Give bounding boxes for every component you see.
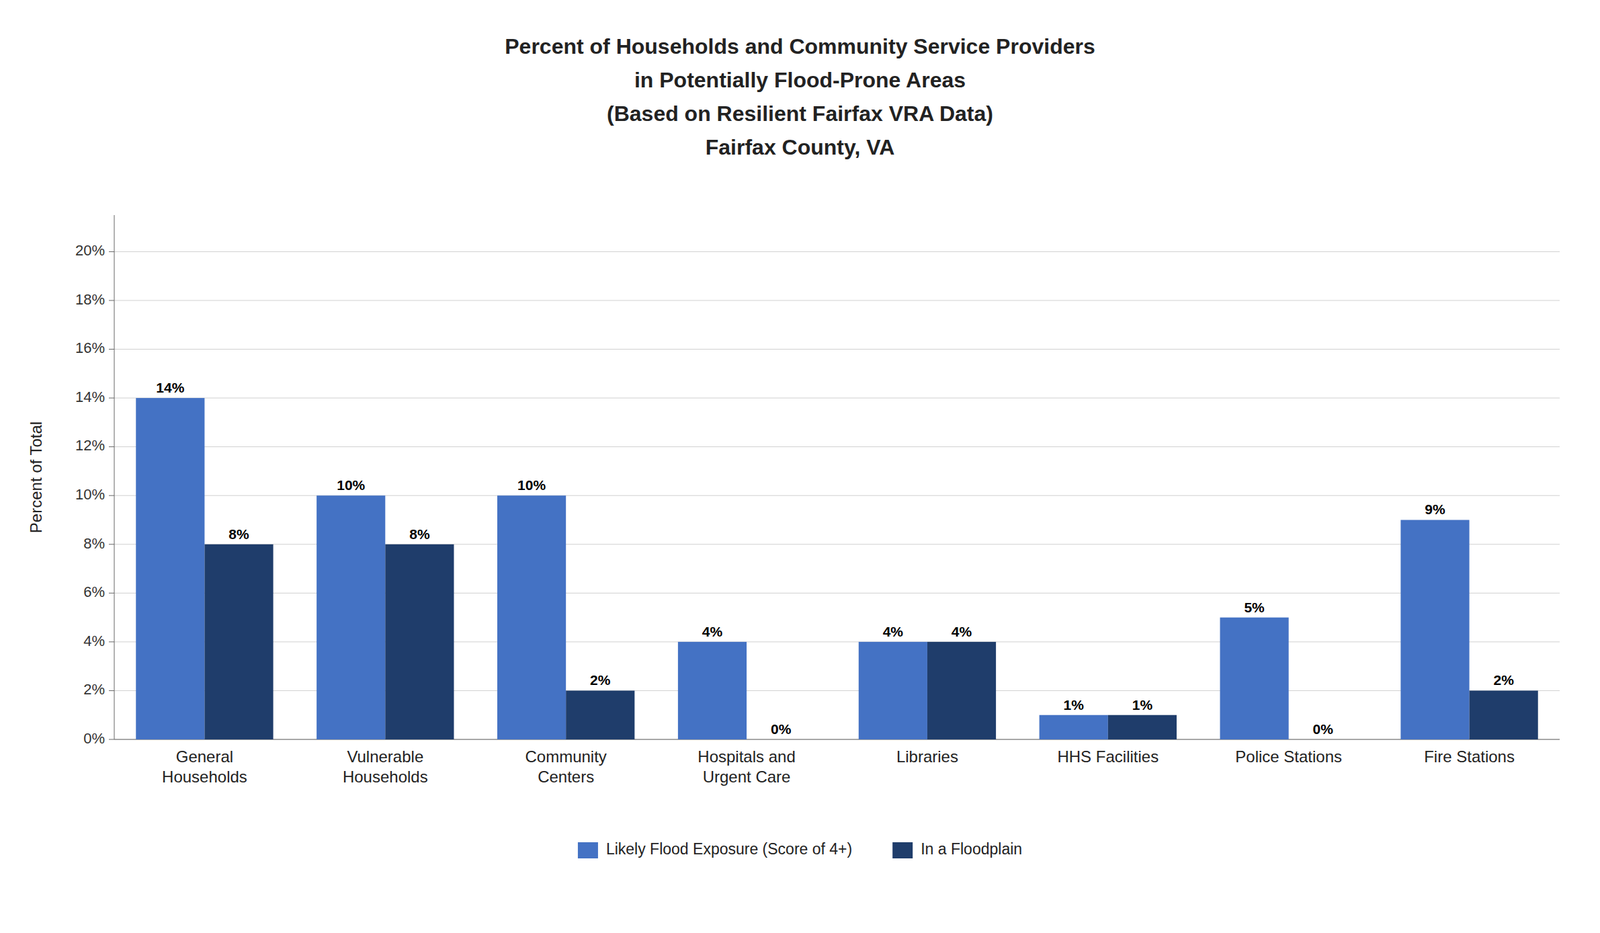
- bar: [678, 641, 747, 740]
- y-axis-line: [114, 215, 115, 740]
- y-tick-label: 0%: [83, 729, 105, 747]
- title-line: in Potentially Flood-Prone Areas: [634, 67, 966, 93]
- y-tick: [108, 592, 115, 594]
- data-label: 1%: [1132, 696, 1154, 713]
- data-label: 4%: [951, 623, 973, 640]
- y-tick-label: 20%: [75, 241, 105, 259]
- data-label: 0%: [770, 721, 792, 737]
- grid: [114, 251, 1560, 740]
- x-tick-label-line: Households: [342, 767, 429, 786]
- legend: Likely Flood Exposure (Score of 4+) In a …: [577, 839, 1023, 859]
- y-axis-label: Percent of Total: [26, 421, 46, 533]
- bar: [1288, 739, 1358, 740]
- x-tick-label-line: Police Stations: [1235, 747, 1342, 766]
- x-tick-label: Fire Stations: [1423, 747, 1515, 766]
- data-label: 5%: [1243, 599, 1265, 615]
- x-tick-label-line: Households: [161, 767, 248, 786]
- y-tick-label: 8%: [83, 534, 105, 552]
- x-tick-label-line: Vulnerable: [346, 747, 424, 766]
- bar: [1469, 690, 1539, 740]
- x-tick-label-line: Urgent Care: [702, 767, 791, 786]
- data-label: 0%: [1313, 721, 1334, 737]
- data-label: 14%: [155, 379, 185, 396]
- bar: [204, 544, 273, 740]
- y-tick-label: 14%: [75, 388, 105, 406]
- y-tick: [108, 397, 115, 399]
- y-tick: [108, 543, 115, 545]
- y-tick-label: 10%: [75, 485, 105, 503]
- x-axis: GeneralHouseholdsVulnerableHouseholdsCom…: [161, 747, 1515, 786]
- title-line: Percent of Households and Community Serv…: [504, 34, 1095, 59]
- grid-line: [114, 299, 1560, 301]
- bar: [316, 495, 386, 740]
- y-tick-label: 16%: [75, 339, 105, 357]
- x-tick-label: GeneralHouseholds: [161, 747, 248, 786]
- grid-line: [114, 446, 1560, 447]
- y-tick-label: 12%: [75, 436, 105, 454]
- data-label: 4%: [702, 623, 724, 640]
- y-tick-label: 6%: [83, 583, 105, 601]
- bar: [497, 495, 566, 740]
- x-tick-label-line: Community: [525, 747, 607, 766]
- data-label: 8%: [228, 526, 250, 542]
- x-tick-label-line: Fire Stations: [1423, 747, 1515, 766]
- x-tick-label: HHS Facilities: [1057, 747, 1159, 766]
- data-label: 1%: [1063, 696, 1085, 713]
- bar: [1039, 714, 1109, 740]
- y-tick: [108, 641, 115, 642]
- x-tick-label: CommunityCenters: [525, 747, 607, 786]
- data-label: 10%: [336, 477, 365, 493]
- bar: [1400, 519, 1469, 740]
- title-line: Fairfax County, VA: [705, 135, 896, 160]
- bar: [385, 544, 454, 740]
- grid-line: [114, 348, 1560, 350]
- chart: Percent of Households and Community Serv…: [0, 0, 1600, 933]
- y-tick: [108, 446, 115, 447]
- data-label: 10%: [517, 477, 546, 493]
- x-tick-label-line: HHS Facilities: [1057, 747, 1159, 766]
- bar: [1220, 617, 1289, 740]
- background: [0, 0, 1600, 933]
- x-tick-label: Hospitals andUrgent Care: [697, 747, 795, 786]
- y-tick: [108, 739, 115, 740]
- x-tick-label-line: Centers: [537, 767, 595, 786]
- bar: [746, 739, 816, 740]
- legend-swatch: [892, 841, 913, 859]
- grid-line: [114, 397, 1560, 399]
- y-tick: [108, 690, 115, 691]
- x-tick-label-line: Libraries: [896, 747, 959, 766]
- y-tick-label: 4%: [83, 632, 105, 650]
- data-label: 2%: [1493, 671, 1514, 688]
- bar: [858, 641, 928, 740]
- data-labels: 14% 10% 10% 4% 4% 1% 5% 9% 8% 8% 2% 0% 4% 1% 0% 2%: [155, 379, 1514, 737]
- y-tick: [108, 348, 115, 350]
- data-label: 4%: [882, 623, 904, 640]
- x-tick-label: VulnerableHouseholds: [342, 747, 429, 786]
- x-tick-label-line: Hospitals and: [697, 747, 795, 766]
- y-axis: 0% 2% 4% 6% 8% 10% 12% 14% 16% 18% 20%: [75, 215, 115, 747]
- bar: [135, 397, 205, 740]
- legend-swatch: [577, 841, 599, 859]
- y-tick-label: 18%: [75, 290, 105, 308]
- x-tick-label: Police Stations: [1235, 747, 1342, 766]
- bars: [135, 397, 1538, 740]
- y-tick: [108, 299, 115, 301]
- bar: [565, 690, 635, 740]
- y-tick-label: 2%: [83, 680, 105, 698]
- data-label: 2%: [590, 671, 611, 688]
- bar: [1108, 714, 1177, 740]
- bar: [927, 641, 996, 740]
- y-tick: [108, 251, 115, 252]
- x-tick-label-line: General: [176, 747, 234, 766]
- data-label: 9%: [1424, 501, 1446, 517]
- legend-label: Likely Flood Exposure (Score of 4+): [606, 839, 853, 858]
- x-tick-label: Libraries: [896, 747, 959, 766]
- grid-line: [114, 251, 1560, 252]
- title-line: (Based on Resilient Fairfax VRA Data): [606, 101, 994, 126]
- title: Percent of Households and Community Serv…: [504, 34, 1095, 160]
- legend-label: In a Floodplain: [920, 839, 1023, 858]
- data-label: 8%: [409, 526, 431, 542]
- y-tick: [108, 495, 115, 496]
